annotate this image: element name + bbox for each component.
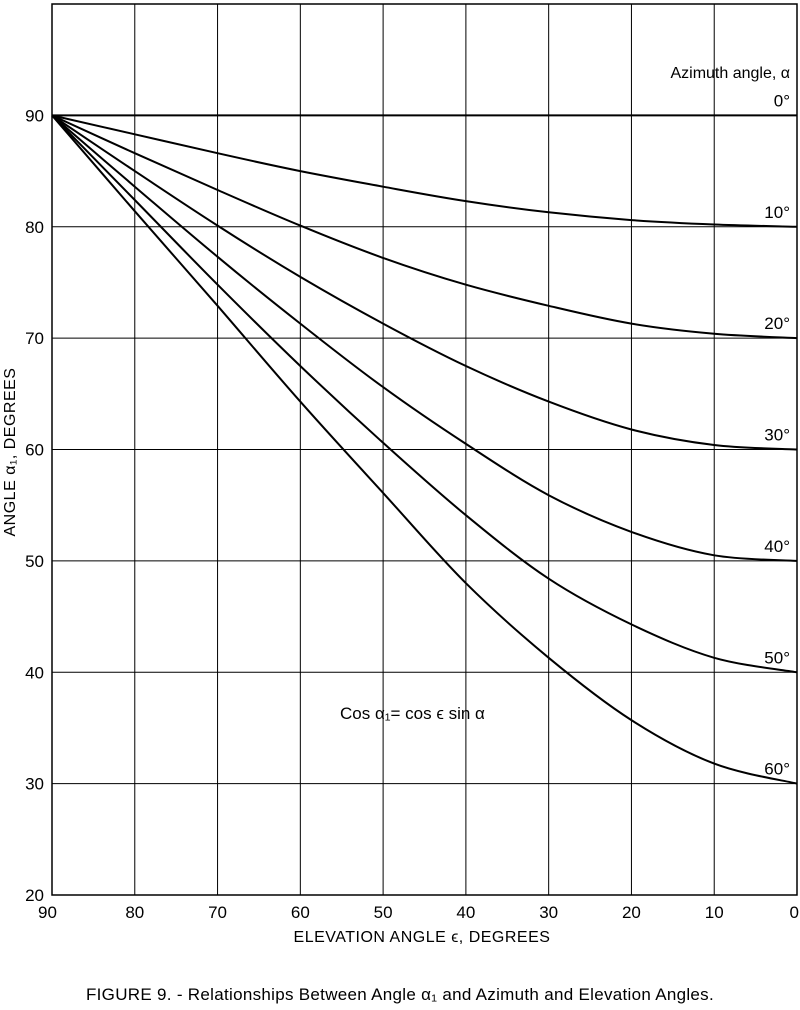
tick-labels: 90 80 70 60 50 40 30 20 10 0 20 30 40 50 60 70 80 90 bbox=[25, 106, 799, 922]
series-line bbox=[51, 114, 798, 562]
series-line bbox=[51, 114, 798, 785]
y-tick-label: 50 bbox=[25, 552, 44, 571]
curves bbox=[51, 114, 798, 785]
legend-title: Azimuth angle, α bbox=[670, 65, 790, 82]
series-label: 10° bbox=[764, 203, 790, 222]
x-tick-label: 20 bbox=[622, 903, 641, 922]
series-line bbox=[51, 114, 798, 228]
y-axis-title: ANGLE α₁, DEGREES bbox=[2, 368, 19, 537]
y-tick-label: 80 bbox=[25, 218, 44, 237]
y-tick-label: 90 bbox=[25, 106, 44, 125]
y-tick-label: 30 bbox=[25, 775, 44, 794]
x-tick-label: 0 bbox=[790, 903, 799, 922]
series-line bbox=[51, 114, 798, 674]
series-line bbox=[51, 114, 798, 451]
x-tick-label: 40 bbox=[456, 903, 475, 922]
series-label: 50° bbox=[764, 648, 790, 667]
series-label: 0° bbox=[774, 91, 790, 110]
series-label: 60° bbox=[764, 760, 790, 779]
series-labels: 0° 10° 20° 30° 40° 50° 60° bbox=[764, 91, 790, 778]
x-tick-label: 60 bbox=[291, 903, 310, 922]
x-tick-label: 50 bbox=[374, 903, 393, 922]
x-tick-label: 90 bbox=[38, 903, 57, 922]
y-tick-label: 60 bbox=[25, 441, 44, 460]
series-line bbox=[51, 114, 798, 340]
grid bbox=[51, 3, 798, 896]
series-label: 30° bbox=[764, 426, 790, 445]
x-tick-label: 70 bbox=[208, 903, 227, 922]
x-axis-title: ELEVATION ANGLE ϵ, DEGREES bbox=[294, 929, 551, 946]
x-tick-label: 80 bbox=[125, 903, 144, 922]
series-label: 40° bbox=[764, 537, 790, 556]
series-label: 20° bbox=[764, 314, 790, 333]
x-tick-label: 10 bbox=[705, 903, 724, 922]
y-tick-label: 20 bbox=[25, 886, 44, 905]
figure-caption: FIGURE 9. - Relationships Between Angle … bbox=[86, 985, 714, 1004]
x-tick-label: 30 bbox=[539, 903, 558, 922]
y-tick-label: 70 bbox=[25, 329, 44, 348]
y-tick-label: 40 bbox=[25, 663, 44, 682]
equation-annotation: Cos α₁= cos ϵ sin α bbox=[340, 704, 485, 723]
